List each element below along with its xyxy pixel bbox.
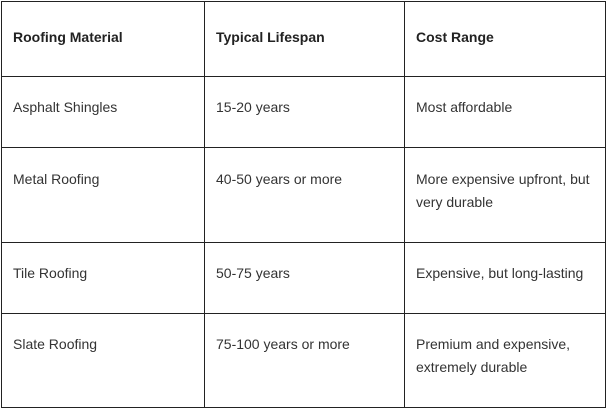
cell-text: 15-20 years bbox=[216, 99, 290, 115]
table-row: Tile Roofing 50-75 years Expensive, but … bbox=[1, 242, 606, 314]
cell-text: 50-75 years bbox=[216, 265, 290, 281]
cell-material: Slate Roofing bbox=[1, 313, 205, 408]
table-header-row: Roofing Material Typical Lifespan Cost R… bbox=[1, 1, 606, 77]
cell-text: Asphalt Shingles bbox=[13, 99, 118, 115]
cell-lifespan: 40-50 years or more bbox=[204, 147, 405, 243]
cell-text: Tile Roofing bbox=[13, 265, 88, 281]
cell-cost: Expensive, but long-lasting bbox=[404, 242, 606, 314]
header-typical-lifespan: Typical Lifespan bbox=[204, 1, 405, 77]
cell-text: Most affordable bbox=[416, 99, 513, 115]
cell-material: Asphalt Shingles bbox=[1, 76, 205, 148]
header-cost-range: Cost Range bbox=[404, 1, 606, 77]
header-label: Cost Range bbox=[416, 29, 494, 45]
cell-text: Metal Roofing bbox=[13, 171, 100, 187]
header-label: Typical Lifespan bbox=[216, 29, 325, 45]
table-row: Metal Roofing 40-50 years or more More e… bbox=[1, 147, 606, 243]
cell-lifespan: 75-100 years or more bbox=[204, 313, 405, 408]
cell-lifespan: 15-20 years bbox=[204, 76, 405, 148]
header-roofing-material: Roofing Material bbox=[1, 1, 205, 77]
cell-material: Tile Roofing bbox=[1, 242, 205, 314]
cell-text: 40-50 years or more bbox=[216, 171, 343, 187]
table-row: Asphalt Shingles 15-20 years Most afford… bbox=[1, 76, 606, 148]
cell-text: Premium and expensive, extremely durable bbox=[416, 336, 571, 375]
cell-cost: More expensive upfront, but very durable bbox=[404, 147, 606, 243]
table-row: Slate Roofing 75-100 years or more Premi… bbox=[1, 313, 606, 408]
cell-lifespan: 50-75 years bbox=[204, 242, 405, 314]
cell-text: 75-100 years or more bbox=[216, 336, 350, 352]
cell-text: Expensive, but long-lasting bbox=[416, 265, 584, 281]
cell-text: More expensive upfront, but very durable bbox=[416, 171, 590, 210]
cell-text: Slate Roofing bbox=[13, 336, 98, 352]
cell-material: Metal Roofing bbox=[1, 147, 205, 243]
header-label: Roofing Material bbox=[13, 29, 123, 45]
cell-cost: Premium and expensive, extremely durable bbox=[404, 313, 606, 408]
cell-cost: Most affordable bbox=[404, 76, 606, 148]
